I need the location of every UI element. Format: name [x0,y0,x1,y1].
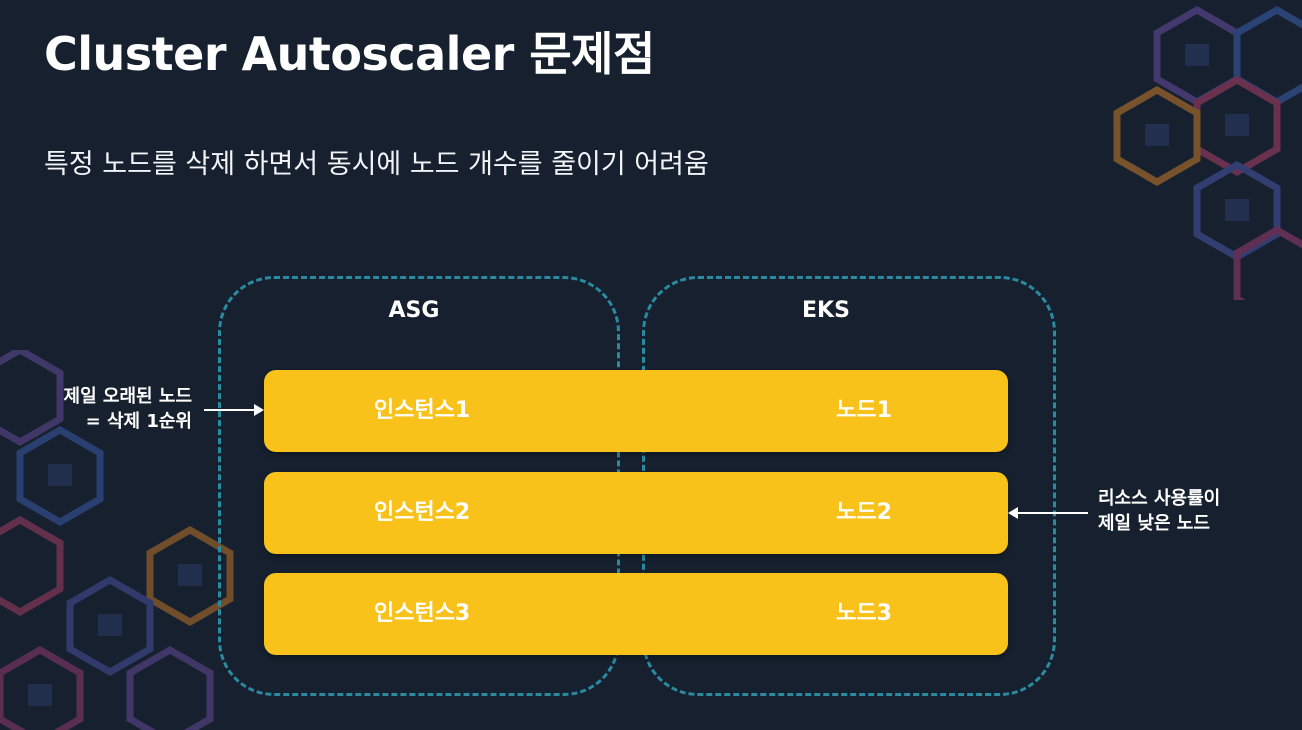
row-bar: 인스턴스3 노드3 [264,573,1008,655]
row-bar: 인스턴스1 노드1 [264,370,1008,452]
instance-label: 인스턴스1 [373,398,471,423]
arrow-right-icon [204,404,264,416]
annotation-line: = 삭제 1순위 [85,411,192,432]
row-bar: 인스턴스2 노드2 [264,472,1008,554]
instance-label: 인스턴스3 [373,601,471,626]
annotation-line: 제일 낮은 노드 [1098,513,1210,534]
arrow-left-icon [1008,507,1088,519]
node-label: 노드2 [836,500,892,525]
oldest-node-annotation: 제일 오래된 노드 = 삭제 1순위 [20,384,192,434]
instance-label: 인스턴스2 [373,500,471,525]
annotation-line: 리소스 사용률이 [1098,488,1221,509]
node-label: 노드1 [836,398,892,423]
hexagon-decoration-bottom-left [0,350,234,730]
hexagon-decoration-top-right [1113,5,1302,300]
annotation-line: 제일 오래된 노드 [63,386,192,407]
node-label: 노드3 [836,601,892,626]
slide-title: Cluster Autoscaler 문제점 [44,27,655,81]
eks-group-label: EKS [802,298,850,323]
asg-group-label: ASG [388,298,440,323]
slide-subtitle: 특정 노드를 삭제 하면서 동시에 노드 개수를 줄이기 어려움 [44,149,709,180]
low-usage-node-annotation: 리소스 사용률이 제일 낮은 노드 [1098,486,1220,536]
